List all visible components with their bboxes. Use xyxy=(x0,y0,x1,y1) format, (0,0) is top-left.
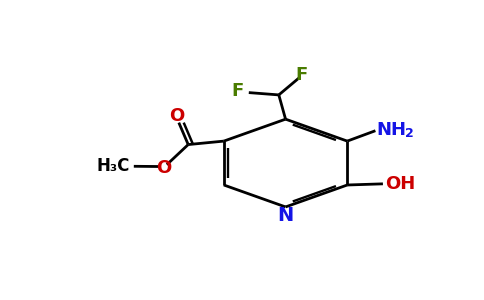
Text: O: O xyxy=(156,159,171,177)
Text: F: F xyxy=(295,66,307,84)
Text: NH: NH xyxy=(377,121,407,139)
Text: 2: 2 xyxy=(405,127,413,140)
Text: OH: OH xyxy=(385,175,415,193)
Text: F: F xyxy=(232,82,244,100)
Text: O: O xyxy=(169,107,184,125)
Text: N: N xyxy=(277,206,294,225)
Text: H₃C: H₃C xyxy=(97,157,130,175)
